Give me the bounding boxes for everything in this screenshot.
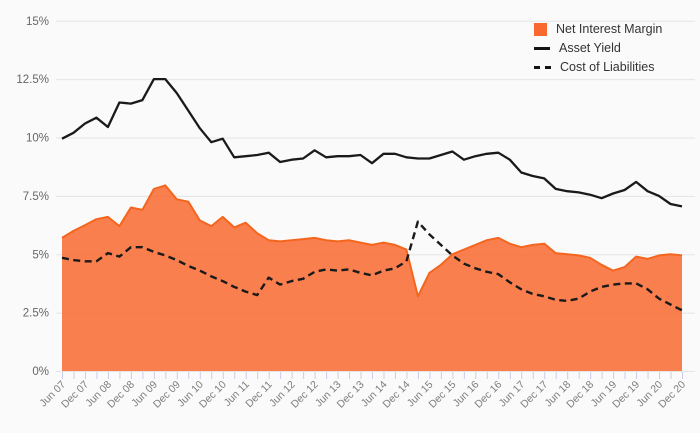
legend-item-cost-of-liabilities[interactable]: Cost of Liabilities — [534, 60, 662, 74]
solid-line-swatch-icon — [534, 46, 550, 50]
net-interest-margin-outline — [61, 184, 683, 298]
legend-label: Cost of Liabilities — [560, 60, 655, 74]
legend-item-asset-yield[interactable]: Asset Yield — [534, 41, 662, 55]
area-swatch-icon — [534, 22, 547, 36]
x-axis-ticks — [62, 372, 683, 379]
chart-legend: Net Interest Margin Asset Yield Cost of … — [534, 22, 662, 74]
net-interest-margin-area[interactable] — [62, 185, 682, 371]
y-tick-label: 7.5% — [23, 191, 49, 203]
legend-item-net-interest-margin[interactable]: Net Interest Margin — [534, 22, 662, 36]
y-tick-label: 5% — [32, 249, 49, 261]
y-tick-label: 12.5% — [16, 74, 49, 86]
legend-label: Asset Yield — [559, 41, 621, 55]
asset-yield-line[interactable] — [61, 77, 683, 208]
y-tick-label: 15% — [26, 16, 49, 28]
y-tick-label: 2.5% — [23, 308, 49, 320]
y-tick-label: 0% — [32, 366, 49, 378]
y-axis-labels: 15% 12.5% 10% 7.5% 5% 2.5% 0% — [16, 16, 49, 378]
dashed-line-swatch-icon — [534, 65, 551, 69]
y-tick-label: 10% — [26, 133, 49, 145]
legend-label: Net Interest Margin — [556, 22, 663, 36]
